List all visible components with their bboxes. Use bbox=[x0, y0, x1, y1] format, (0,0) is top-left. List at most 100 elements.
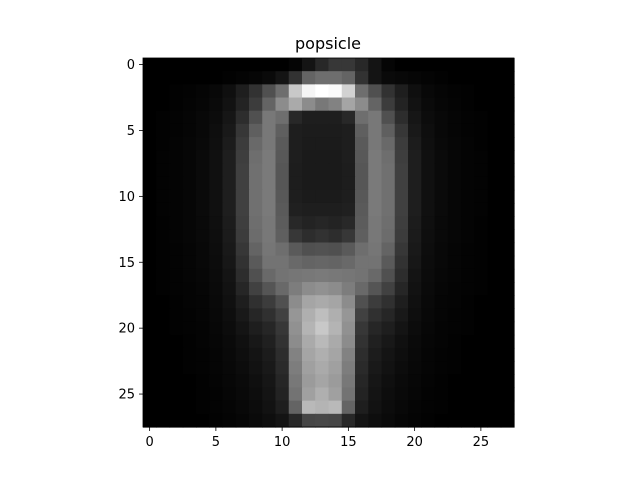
heatmap-cell bbox=[302, 229, 316, 244]
heatmap-cell bbox=[487, 334, 502, 349]
heatmap-cell bbox=[196, 242, 210, 257]
heatmap-cell bbox=[434, 189, 449, 204]
heatmap-cell bbox=[262, 163, 277, 178]
heatmap-cell bbox=[368, 110, 383, 125]
heatmap-cell bbox=[222, 71, 237, 85]
x-tick-label: 25 bbox=[473, 435, 490, 450]
heatmap-cell bbox=[447, 123, 462, 138]
heatmap-cell bbox=[394, 97, 409, 112]
heatmap-cell bbox=[302, 176, 316, 191]
heatmap-cell bbox=[474, 282, 489, 296]
heatmap-cell bbox=[368, 387, 383, 402]
heatmap-cell bbox=[262, 387, 277, 402]
heatmap-cell bbox=[196, 110, 210, 125]
heatmap-cell bbox=[355, 255, 369, 270]
heatmap-cell bbox=[394, 400, 409, 415]
heatmap-cell bbox=[447, 176, 462, 191]
heatmap-cell bbox=[368, 361, 383, 375]
heatmap-cell bbox=[288, 189, 303, 204]
heatmap-cell bbox=[222, 400, 237, 415]
heatmap-cell bbox=[143, 176, 157, 191]
heatmap-cell bbox=[328, 110, 343, 125]
heatmap-cell bbox=[196, 216, 210, 230]
heatmap-cell bbox=[355, 361, 369, 375]
heatmap-cell bbox=[461, 268, 475, 283]
heatmap-cell bbox=[368, 97, 383, 112]
heatmap-cell bbox=[302, 295, 316, 309]
heatmap-cell bbox=[434, 176, 449, 191]
heatmap-cell bbox=[474, 150, 489, 165]
heatmap-cell bbox=[434, 216, 449, 230]
heatmap-cell bbox=[474, 97, 489, 112]
heatmap-cell bbox=[394, 334, 409, 349]
heatmap-cell bbox=[394, 242, 409, 257]
heatmap-cell bbox=[381, 374, 396, 389]
heatmap-cell bbox=[156, 413, 171, 428]
heatmap-cell bbox=[341, 268, 356, 283]
heatmap-cell bbox=[209, 334, 224, 349]
heatmap-cell bbox=[381, 176, 396, 191]
heatmap-cell bbox=[474, 347, 489, 362]
heatmap-cell bbox=[421, 321, 436, 336]
heatmap-cell bbox=[143, 295, 157, 309]
heatmap-cell bbox=[487, 84, 502, 99]
heatmap-cell bbox=[275, 189, 290, 204]
heatmap-cell bbox=[169, 255, 184, 270]
heatmap-cell bbox=[381, 321, 396, 336]
heatmap-cell bbox=[341, 374, 356, 389]
heatmap-cell bbox=[447, 295, 462, 309]
heatmap-cell bbox=[474, 176, 489, 191]
heatmap-cell bbox=[487, 282, 502, 296]
heatmap-cell bbox=[169, 163, 184, 178]
heatmap-cell bbox=[302, 347, 316, 362]
heatmap-cell bbox=[275, 295, 290, 309]
heatmap-cell bbox=[447, 163, 462, 178]
heatmap-cell bbox=[381, 295, 396, 309]
heatmap-cell bbox=[500, 97, 515, 112]
heatmap-cell bbox=[421, 255, 436, 270]
heatmap-cell bbox=[143, 387, 157, 402]
heatmap-cell bbox=[368, 176, 383, 191]
heatmap-cell bbox=[381, 150, 396, 165]
heatmap-cell bbox=[328, 400, 343, 415]
heatmap-cell bbox=[368, 71, 383, 85]
heatmap-cell bbox=[288, 176, 303, 191]
heatmap-cell bbox=[421, 361, 436, 375]
heatmap-cell bbox=[182, 163, 197, 178]
heatmap-cell bbox=[408, 374, 422, 389]
heatmap-cell bbox=[500, 413, 515, 428]
heatmap-cell bbox=[394, 387, 409, 402]
heatmap-cell bbox=[169, 137, 184, 151]
y-tick-label: 25 bbox=[118, 388, 135, 403]
heatmap-cell bbox=[500, 110, 515, 125]
heatmap-cell bbox=[262, 361, 277, 375]
heatmap-cell bbox=[355, 71, 369, 85]
heatmap-cell bbox=[262, 282, 277, 296]
heatmap-cell bbox=[209, 347, 224, 362]
heatmap-cell bbox=[461, 150, 475, 165]
heatmap-cell bbox=[249, 242, 263, 257]
heatmap-cell bbox=[355, 110, 369, 125]
heatmap-cell bbox=[368, 137, 383, 151]
heatmap-cell bbox=[209, 400, 224, 415]
heatmap-cell bbox=[182, 110, 197, 125]
heatmap-cell bbox=[169, 282, 184, 296]
heatmap-cell bbox=[341, 97, 356, 112]
heatmap-cell bbox=[328, 123, 343, 138]
heatmap-cell bbox=[288, 400, 303, 415]
heatmap-cell bbox=[461, 295, 475, 309]
heatmap-cell bbox=[355, 150, 369, 165]
heatmap-cell bbox=[209, 123, 224, 138]
heatmap-cell bbox=[169, 229, 184, 244]
heatmap-cell bbox=[275, 202, 290, 217]
heatmap-cell bbox=[355, 374, 369, 389]
heatmap-cell bbox=[315, 84, 330, 99]
heatmap-cell bbox=[156, 71, 171, 85]
heatmap-cell bbox=[461, 242, 475, 257]
heatmap-cell bbox=[355, 216, 369, 230]
heatmap-cell bbox=[328, 202, 343, 217]
heatmap-cell bbox=[156, 229, 171, 244]
heatmap-cell bbox=[315, 176, 330, 191]
heatmap-cell bbox=[302, 413, 316, 428]
heatmap-cell bbox=[487, 202, 502, 217]
